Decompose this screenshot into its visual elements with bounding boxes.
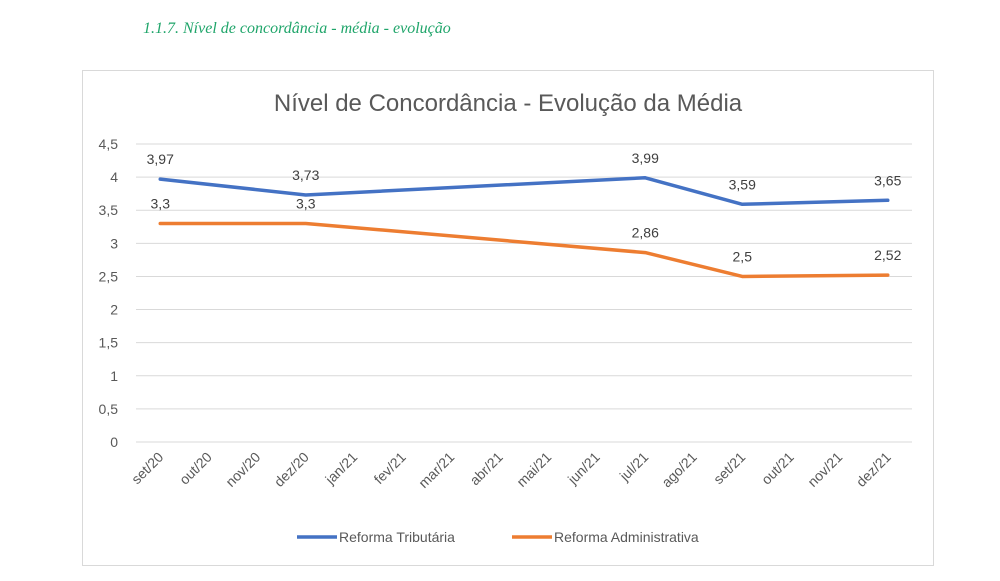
x-tick-label: mar/21: [415, 449, 457, 491]
x-tick-label: out/21: [758, 449, 797, 488]
data-label: 3,3: [296, 195, 316, 211]
y-tick-label: 0: [110, 434, 118, 450]
y-tick-label: 1,5: [99, 335, 119, 351]
chart-frame: [82, 70, 934, 566]
section-heading: 1.1.7. Nível de concordância - média - e…: [143, 20, 451, 37]
data-label: 3,3: [151, 195, 171, 211]
data-label: 3,97: [147, 151, 174, 167]
chart-title: Nível de Concordância - Evolução da Médi…: [274, 90, 743, 117]
y-tick-label: 3,5: [99, 202, 119, 218]
x-tick-label: fev/21: [371, 449, 409, 487]
y-tick-label: 0,5: [99, 401, 119, 417]
y-tick-label: 4,5: [99, 136, 119, 152]
series-line-reforma-administrativa: [158, 221, 890, 279]
x-tick-label: jan/21: [321, 449, 360, 488]
data-label: 3,73: [292, 167, 319, 183]
data-label: 3,59: [729, 176, 756, 192]
x-tick-label: nov/20: [222, 449, 263, 490]
y-tick-label: 2,5: [99, 268, 119, 284]
x-tick-label: dez/21: [853, 449, 894, 490]
y-tick-label: 1: [110, 368, 118, 384]
legend-label: Reforma Administrativa: [554, 529, 699, 545]
x-tick-label: abr/21: [466, 449, 506, 489]
x-tick-label: mai/21: [513, 449, 554, 490]
x-tick-label: jun/21: [564, 449, 603, 488]
data-label: 3,65: [874, 172, 901, 188]
data-label: 2,52: [874, 247, 901, 263]
x-tick-label: nov/21: [804, 449, 845, 490]
x-tick-label: out/20: [176, 449, 215, 488]
x-tick-label: ago/21: [658, 449, 700, 491]
data-label: 2,86: [632, 225, 659, 241]
y-tick-label: 3: [110, 235, 118, 251]
x-tick-label: dez/20: [271, 449, 312, 490]
y-tick-label: 2: [110, 302, 118, 318]
x-tick-label: set/20: [128, 449, 166, 487]
y-tick-label: 4: [110, 169, 118, 185]
data-label: 2,5: [733, 248, 753, 264]
series-line-reforma-tributaria: [158, 176, 890, 207]
data-label: 3,99: [632, 150, 659, 166]
legend-label: Reforma Tributária: [339, 529, 455, 545]
x-tick-label: jul/21: [616, 449, 652, 485]
x-tick-label: set/21: [710, 449, 748, 487]
